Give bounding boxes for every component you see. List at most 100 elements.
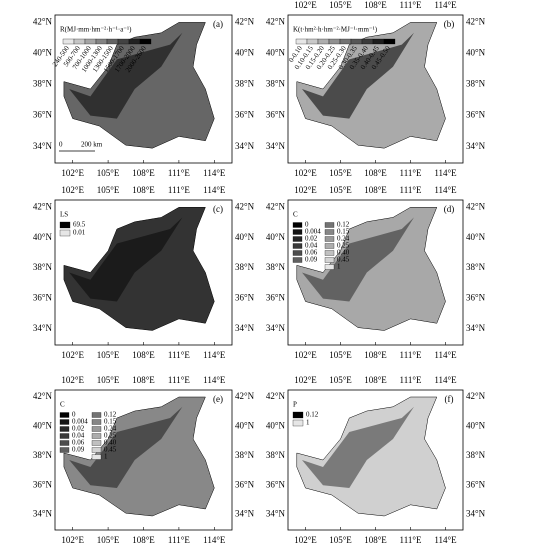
legend-title: C [60, 401, 65, 409]
lon-label: 108°E [364, 185, 387, 195]
lat-label: 38°N [466, 79, 486, 89]
lat-label: 42°N [266, 201, 286, 211]
legend-label: 0.02 [305, 235, 318, 243]
lat-label: 36°N [266, 293, 286, 303]
lat-label: 42°N [33, 16, 53, 26]
lat-label: 38°N [33, 262, 53, 272]
lon-label: 111°E [168, 185, 190, 195]
lat-label: 36°N [235, 110, 255, 120]
legend-swatch [292, 236, 303, 242]
legend-label: 0.09 [305, 256, 318, 264]
legend-label: 0.45 [337, 256, 350, 264]
legend-swatch [292, 411, 304, 419]
legend-swatch [91, 412, 102, 418]
legend-title: LS [60, 211, 68, 219]
lon-label: 108°E [132, 350, 155, 360]
lat-label: 36°N [266, 479, 286, 489]
lat-label: 40°N [235, 232, 255, 242]
legend-label: 1 [337, 263, 341, 271]
lat-label: 42°N [235, 201, 255, 211]
lat-label: 42°N [266, 391, 286, 401]
scale-label: 200 km [81, 141, 103, 149]
legend-label: 0.004 [72, 418, 88, 426]
legend-label: 0.40 [337, 249, 350, 257]
legend-label: 0.06 [305, 249, 318, 257]
legend-swatch [292, 222, 303, 228]
panel-label: (d) [444, 204, 455, 214]
lon-label: 111°E [168, 168, 190, 178]
lat-label: 34°N [266, 323, 286, 333]
lon-label: 111°E [400, 535, 422, 545]
legend-label: 0.02 [72, 425, 85, 433]
region-map [296, 207, 446, 331]
legend-swatch [91, 447, 102, 453]
lon-label: 102°E [61, 185, 84, 195]
lon-label: 108°E [132, 168, 155, 178]
lon-label: 108°E [132, 185, 155, 195]
lat-label: 36°N [266, 110, 286, 120]
legend-swatch [324, 229, 335, 235]
lon-label: 105°E [329, 350, 352, 360]
legend-swatch [324, 243, 335, 249]
lat-label: 40°N [466, 48, 486, 58]
lat-label: 40°N [466, 232, 486, 242]
legend-swatch [324, 257, 335, 263]
legend-swatch [59, 426, 70, 432]
legend-swatch [91, 440, 102, 446]
lat-label: 36°N [33, 479, 53, 489]
lat-label: 38°N [235, 450, 255, 460]
lon-label: 108°E [364, 350, 387, 360]
legend-swatch [62, 38, 75, 45]
lon-label: 105°E [329, 0, 352, 10]
legend-label: 0.25 [337, 242, 350, 250]
legend-swatch [59, 419, 70, 425]
lon-label: 114°E [203, 350, 226, 360]
lon-label: 114°E [434, 168, 457, 178]
legend-swatch [91, 419, 102, 425]
lon-label: 108°E [132, 375, 155, 385]
lat-label: 38°N [266, 450, 286, 460]
region-detail [302, 217, 414, 302]
lon-label: 111°E [168, 535, 190, 545]
lat-label: 42°N [235, 16, 255, 26]
lat-label: 36°N [33, 110, 53, 120]
lat-label: 36°N [466, 293, 486, 303]
legend-swatch [292, 250, 303, 256]
legend-swatch [59, 447, 70, 453]
legend-swatch [59, 412, 70, 418]
lat-label: 34°N [33, 509, 53, 519]
scale-label: 0 [59, 141, 63, 149]
lat-label: 38°N [235, 79, 255, 89]
lon-label: 114°E [434, 185, 457, 195]
legend-label: 0.24 [337, 235, 350, 243]
legend-swatch [139, 38, 152, 45]
lon-label: 114°E [434, 350, 457, 360]
lon-label: 114°E [434, 375, 457, 385]
lat-label: 34°N [33, 141, 53, 151]
legend-label: 0.24 [104, 425, 117, 433]
lat-label: 38°N [466, 262, 486, 272]
lon-label: 108°E [132, 535, 155, 545]
lat-label: 38°N [266, 262, 286, 272]
lon-label: 105°E [97, 185, 120, 195]
lat-label: 38°N [466, 450, 486, 460]
legend-label: 0.09 [72, 446, 85, 454]
lat-label: 34°N [466, 509, 486, 519]
panel-label: (f) [445, 394, 454, 404]
lat-label: 40°N [235, 420, 255, 430]
region-map [63, 207, 215, 331]
lat-label: 36°N [33, 293, 53, 303]
region-detail [69, 217, 183, 302]
lat-label: 42°N [266, 16, 286, 26]
lon-label: 114°E [434, 0, 457, 10]
legend-label: 0.04 [72, 432, 85, 440]
lon-label: 105°E [329, 185, 352, 195]
lat-label: 42°N [235, 391, 255, 401]
legend-swatch [59, 433, 70, 439]
lat-label: 34°N [235, 509, 255, 519]
legend-label: 0.04 [305, 242, 318, 250]
lat-label: 38°N [33, 79, 53, 89]
legend-swatch [383, 38, 396, 45]
lat-label: 40°N [33, 48, 53, 58]
